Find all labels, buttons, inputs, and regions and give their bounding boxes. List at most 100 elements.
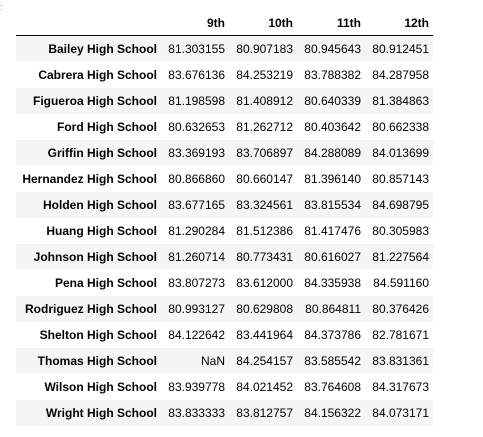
score-cell: 84.156322 bbox=[304, 405, 361, 420]
score-cell: 83.677165 bbox=[168, 197, 225, 212]
score-cell: 83.831361 bbox=[372, 353, 429, 368]
score-cell: 81.408912 bbox=[236, 93, 293, 108]
table-header: 9th 10th 11th 12th bbox=[16, 10, 433, 36]
school-name-cell: Bailey High School bbox=[48, 41, 157, 56]
column-header-10th: 10th bbox=[229, 10, 297, 36]
table-row: Cabrera High School 83.676136 84.253219 83.… bbox=[16, 61, 433, 88]
column-header-12th: 12th bbox=[365, 10, 433, 36]
score-cell: 81.260714 bbox=[168, 249, 225, 264]
score-cell: 83.369193 bbox=[168, 145, 225, 160]
score-cell: 80.912451 bbox=[372, 41, 429, 56]
score-cell: 83.764608 bbox=[304, 379, 361, 394]
score-cell: 83.706897 bbox=[236, 145, 293, 160]
table-row: Griffin High School 83.369193 83.706897 84.… bbox=[16, 139, 433, 166]
score-cell: 83.788382 bbox=[304, 67, 361, 82]
score-cell: 81.227564 bbox=[372, 249, 429, 264]
score-cell: 84.287958 bbox=[372, 67, 429, 82]
score-cell: 80.660147 bbox=[236, 171, 293, 186]
table-body: Bailey High School 81.303155 80.907183 80.9… bbox=[16, 35, 433, 426]
table-row: Bailey High School 81.303155 80.907183 80.9… bbox=[16, 35, 433, 62]
table-row: Ford High School 80.632653 81.262712 80.403… bbox=[16, 113, 433, 140]
column-header-11th: 11th bbox=[297, 10, 365, 36]
table-row: Figueroa High School 81.198598 81.408912 80… bbox=[16, 87, 433, 114]
score-cell: 82.781671 bbox=[372, 327, 429, 342]
score-cell: 83.833333 bbox=[168, 405, 225, 420]
header-row: 9th 10th 11th 12th bbox=[16, 10, 433, 36]
score-cell: 80.632653 bbox=[168, 119, 225, 134]
table-row: Holden High School 83.677165 83.324561 83.8… bbox=[16, 191, 433, 218]
score-cell: 81.303155 bbox=[168, 41, 225, 56]
school-name-cell: Hernandez High School bbox=[22, 171, 157, 186]
school-name-cell: Pena High School bbox=[54, 275, 157, 290]
score-cell: 84.335938 bbox=[304, 275, 361, 290]
score-cell: 80.662338 bbox=[372, 119, 429, 134]
score-cell: 81.290284 bbox=[168, 223, 225, 238]
score-cell: 84.013699 bbox=[372, 145, 429, 160]
score-cell: 80.640339 bbox=[304, 93, 361, 108]
table-row: Rodriguez High School 80.993127 80.629808 8… bbox=[16, 295, 433, 322]
table-row: Wright High School 83.833333 83.812757 84.1… bbox=[16, 399, 433, 426]
score-cell: 84.288089 bbox=[304, 145, 361, 160]
school-name-cell: Wright High School bbox=[45, 405, 157, 420]
score-cell: 80.616027 bbox=[304, 249, 361, 264]
score-cell: 80.629808 bbox=[236, 301, 293, 316]
table-row: Johnson High School 81.260714 80.773431 80.… bbox=[16, 243, 433, 270]
school-name-cell: Holden High School bbox=[43, 197, 157, 212]
score-cell: 84.373786 bbox=[304, 327, 361, 342]
school-name-cell: Rodriguez High School bbox=[25, 301, 157, 316]
score-cell: 80.305983 bbox=[372, 223, 429, 238]
score-cell: 83.585542 bbox=[304, 353, 361, 368]
score-cell: 80.376426 bbox=[372, 301, 429, 316]
dataframe-table: 9th 10th 11th 12th Bailey High School 81.… bbox=[16, 10, 433, 426]
score-cell: 80.403642 bbox=[304, 119, 361, 134]
score-cell: 83.324561 bbox=[236, 197, 293, 212]
score-cell: 84.254157 bbox=[236, 353, 293, 368]
school-name-cell: Huang High School bbox=[46, 223, 157, 238]
school-name-cell: Johnson High School bbox=[33, 249, 157, 264]
score-cell: 84.253219 bbox=[236, 67, 293, 82]
score-cell: 83.812757 bbox=[236, 405, 293, 420]
score-cell: 84.698795 bbox=[372, 197, 429, 212]
score-cell: 81.396140 bbox=[304, 171, 361, 186]
table-row: Shelton High School 84.122642 83.441964 84.… bbox=[16, 321, 433, 348]
column-header-9th: 9th bbox=[161, 10, 229, 36]
score-cell: 81.384863 bbox=[372, 93, 429, 108]
score-cell: 84.591160 bbox=[373, 275, 429, 290]
school-name-cell: Cabrera High School bbox=[38, 67, 157, 82]
score-cell: 83.939778 bbox=[168, 379, 225, 394]
score-cell: 83.807273 bbox=[168, 275, 225, 290]
score-cell: 80.866860 bbox=[168, 171, 225, 186]
score-cell: 81.417476 bbox=[304, 223, 361, 238]
output-prompt-marker: : bbox=[0, 2, 3, 12]
score-cell: 81.512386 bbox=[236, 223, 293, 238]
school-name-cell: Griffin High School bbox=[47, 145, 157, 160]
score-cell: 84.073171 bbox=[372, 405, 429, 420]
score-cell: 80.907183 bbox=[236, 41, 293, 56]
table-row: Huang High School 81.290284 81.512386 81.41… bbox=[16, 217, 433, 244]
table-row: Hernandez High School 80.866860 80.660147 8… bbox=[16, 165, 433, 192]
score-cell: 84.317673 bbox=[372, 379, 429, 394]
school-name-cell: Thomas High School bbox=[37, 353, 157, 368]
school-name-cell: Figueroa High School bbox=[32, 93, 157, 108]
school-name-cell: Wilson High School bbox=[44, 379, 157, 394]
score-cell: 80.773431 bbox=[236, 249, 293, 264]
score-cell: 80.857143 bbox=[372, 171, 429, 186]
school-name-cell: Ford High School bbox=[57, 119, 157, 134]
table-row: Wilson High School 83.939778 84.021452 83.7… bbox=[16, 373, 433, 400]
score-cell: 83.441964 bbox=[236, 327, 293, 342]
table-row: Thomas High School NaN 84.254157 83.585542 8… bbox=[16, 347, 433, 374]
table-row: Pena High School 83.807273 83.612000 84.335… bbox=[16, 269, 433, 296]
index-column-header bbox=[16, 10, 161, 36]
score-cell: 83.612000 bbox=[236, 275, 293, 290]
score-cell: 80.864811 bbox=[305, 301, 361, 316]
score-cell: 83.676136 bbox=[168, 67, 225, 82]
score-cell: 84.122642 bbox=[168, 327, 225, 342]
score-cell: 81.198598 bbox=[168, 93, 225, 108]
score-cell: 83.815534 bbox=[304, 197, 361, 212]
score-cell: 80.993127 bbox=[168, 301, 225, 316]
school-name-cell: Shelton High School bbox=[39, 327, 157, 342]
score-cell: NaN bbox=[200, 353, 225, 368]
score-cell: 80.945643 bbox=[304, 41, 361, 56]
score-cell: 81.262712 bbox=[236, 119, 293, 134]
score-cell: 84.021452 bbox=[236, 379, 293, 394]
